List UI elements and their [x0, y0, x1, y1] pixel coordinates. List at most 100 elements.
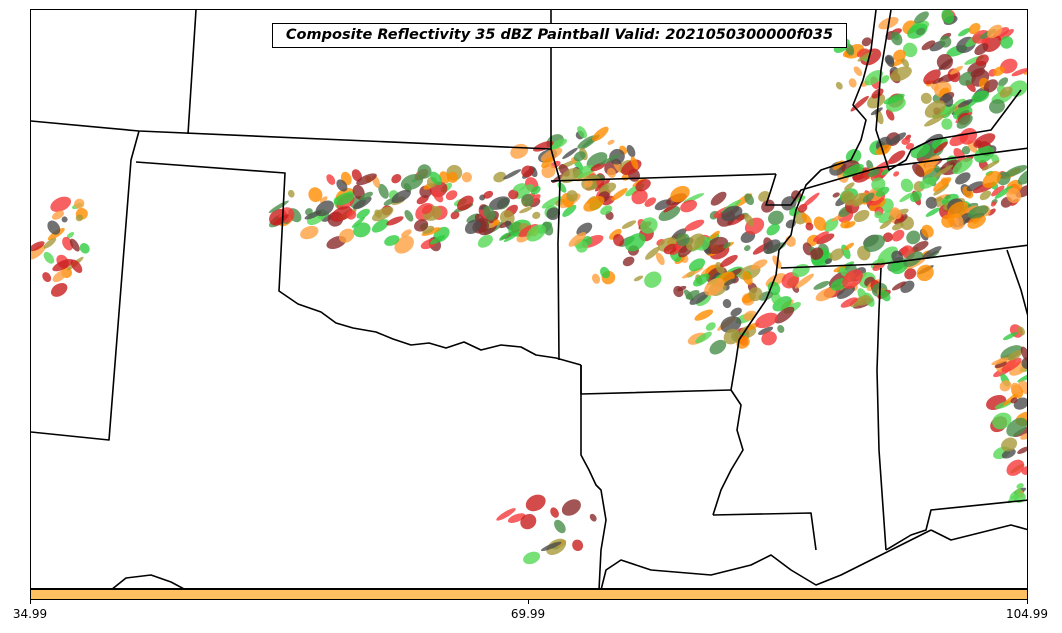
- reflectivity-blob: [625, 233, 646, 252]
- reflectivity-blob: [816, 233, 835, 245]
- reflectivity-blob: [609, 228, 622, 240]
- reflectivity-blob: [693, 273, 710, 287]
- reflectivity-blob: [880, 290, 891, 302]
- reflectivity-blob: [933, 164, 954, 178]
- reflectivity-blob: [974, 43, 989, 56]
- border-ok-panhandle: [135, 161, 582, 366]
- reflectivity-blob: [353, 196, 372, 210]
- reflectivity-blob: [901, 137, 911, 145]
- border-ok-ar: [557, 242, 560, 361]
- reflectivity-blob: [744, 245, 751, 252]
- reflectivity-blob: [540, 147, 563, 162]
- reflectivity-blob: [709, 230, 720, 240]
- reflectivity-blob: [891, 281, 907, 291]
- reflectivity-blob: [685, 290, 700, 300]
- reflectivity-blob: [499, 210, 515, 226]
- reflectivity-blob: [464, 219, 482, 235]
- reflectivity-blob: [599, 154, 621, 165]
- reflectivity-blob: [755, 312, 778, 329]
- reflectivity-blob: [766, 223, 780, 236]
- reflectivity-blob: [613, 234, 625, 247]
- reflectivity-blob: [841, 190, 856, 206]
- reflectivity-blob: [513, 183, 526, 192]
- colorbar-tick-label-mid: 69.99: [510, 607, 546, 621]
- reflectivity-blob: [874, 211, 882, 219]
- reflectivity-blob: [970, 67, 986, 78]
- reflectivity-blob: [994, 361, 1007, 369]
- reflectivity-blob: [371, 206, 394, 222]
- reflectivity-blob: [450, 211, 460, 220]
- reflectivity-blob: [315, 200, 334, 217]
- reflectivity-blob: [862, 192, 875, 203]
- reflectivity-blob: [902, 42, 918, 58]
- reflectivity-blob: [721, 205, 743, 222]
- reflectivity-blob: [992, 412, 1012, 430]
- reflectivity-blob: [836, 285, 856, 299]
- coastline-gulf: [600, 529, 932, 588]
- reflectivity-blob: [758, 190, 770, 202]
- reflectivity-blob: [391, 189, 411, 204]
- reflectivity-blob: [952, 157, 973, 175]
- border-mo-ar: [765, 167, 878, 206]
- reflectivity-blob: [503, 231, 520, 242]
- reflectivity-blob: [1006, 187, 1022, 204]
- reflectivity-blob: [356, 173, 377, 186]
- reflectivity-blob: [531, 185, 541, 195]
- reflectivity-blob: [805, 222, 814, 231]
- reflectivity-blob: [748, 287, 763, 302]
- reflectivity-blob: [50, 196, 72, 212]
- reflectivity-blob: [607, 167, 616, 178]
- reflectivity-blob: [957, 99, 973, 108]
- reflectivity-blob: [680, 199, 698, 213]
- reflectivity-blob: [813, 216, 827, 231]
- reflectivity-blob: [961, 145, 971, 155]
- reflectivity-blob: [1021, 466, 1027, 475]
- reflectivity-blob: [492, 219, 500, 226]
- reflectivity-blob: [840, 297, 858, 308]
- reflectivity-blob: [744, 193, 755, 205]
- reflectivity-blob: [1010, 397, 1018, 404]
- reflectivity-blob: [576, 241, 589, 253]
- reflectivity-blob: [326, 174, 336, 185]
- reflectivity-blob: [670, 185, 690, 203]
- reflectivity-blob: [720, 254, 738, 268]
- reflectivity-blob: [663, 243, 678, 255]
- reflectivity-blob: [744, 213, 755, 227]
- reflectivity-blob: [949, 65, 963, 75]
- reflectivity-blob: [857, 51, 873, 62]
- reflectivity-blob: [1017, 446, 1027, 455]
- reflectivity-blob: [704, 277, 725, 296]
- reflectivity-blob: [758, 326, 774, 335]
- border-il-in: [875, 10, 1022, 171]
- reflectivity-blob: [774, 306, 795, 324]
- reflectivity-blob: [815, 287, 837, 302]
- reflectivity-blob: [835, 81, 843, 90]
- reflectivity-blob: [515, 184, 534, 199]
- reflectivity-blob: [644, 197, 657, 207]
- reflectivity-blob: [730, 307, 742, 317]
- reflectivity-blob: [336, 179, 348, 192]
- reflectivity-blob: [51, 282, 68, 297]
- reflectivity-blob: [933, 177, 952, 192]
- border-la-ms: [712, 512, 817, 551]
- reflectivity-blob: [686, 233, 705, 251]
- reflectivity-blob: [1013, 397, 1027, 410]
- reflectivity-blob: [521, 165, 534, 178]
- reflectivity-blob: [840, 220, 851, 229]
- reflectivity-blob: [689, 291, 710, 305]
- reflectivity-blob: [1021, 356, 1027, 370]
- reflectivity-blob: [973, 133, 996, 148]
- border-co-ks-north: [31, 120, 552, 150]
- reflectivity-blob: [594, 179, 611, 192]
- border-ga-fl: [885, 499, 1027, 551]
- reflectivity-blob: [52, 269, 68, 283]
- reflectivity-blob: [673, 285, 684, 298]
- mexico-border: [112, 574, 184, 588]
- reflectivity-blob: [864, 70, 883, 86]
- reflectivity-blob: [933, 141, 948, 154]
- reflectivity-blob: [958, 27, 971, 37]
- reflectivity-blob: [870, 165, 889, 182]
- reflectivity-blob: [1017, 326, 1025, 336]
- reflectivity-blob: [867, 93, 886, 109]
- reflectivity-blob: [916, 27, 926, 36]
